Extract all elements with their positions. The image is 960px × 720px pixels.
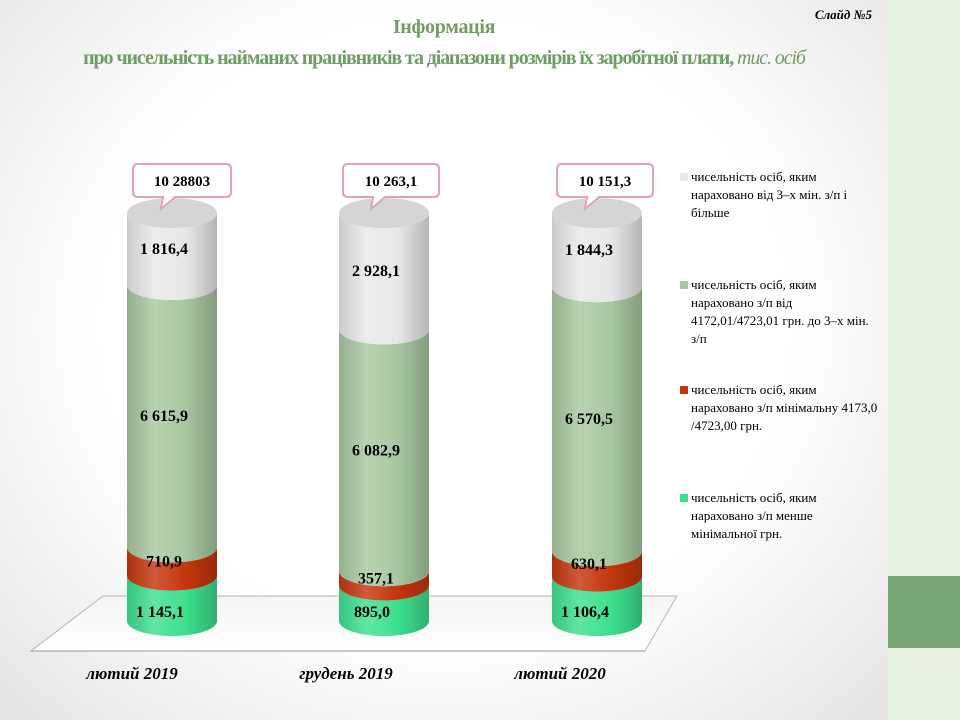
bar-1-value-three_x_plus: 1 816,4 [140,241,188,258]
legend-label-three-x-plus: чисельність осіб, яким нараховано від 3–… [691,169,848,220]
bar-3-total-label: 10 151,3 [579,174,632,190]
bar-1-total-label: 10 28803 [154,174,210,190]
bar-3: 1 106,4 630,1 6 570,5 1 844,3 [552,198,642,636]
bar-1-segment-min_to_3x [127,285,217,563]
legend-marker-three-x-plus [680,173,688,181]
legend-item-min-to-3x: чисельність осіб, яким нараховано з/п ві… [680,276,880,348]
legend-marker-minimal [680,386,688,394]
legend-label-below-min: чисельність осіб, яким нараховано з/п ме… [691,490,817,541]
x-tick-label-2: грудень 2019 [299,664,393,683]
bar-1-total-callout: 10 28803 [132,163,232,212]
bar-1-value-minimal: 710,9 [146,553,182,570]
bar-3-value-three_x_plus: 1 844,3 [565,242,613,259]
bar-1: 1 145,1 710,9 6 615,9 1 816,4 [127,198,217,636]
bar-2-top-cap [339,198,429,228]
legend-marker-min-to-3x [680,281,688,289]
bar-3-segment-min_to_3x [552,287,642,567]
x-tick-label-3: лютий 2020 [513,664,606,683]
callout-box [342,163,440,212]
x-tick-label-1: лютий 2019 [85,664,178,683]
bar-2-value-below_min: 895,0 [354,604,390,621]
stacked-cylinder-chart: 1 145,1 710,9 6 615,9 1 816,4 895,0 357,1 6 08… [29,163,678,683]
subtitle-main: про чисельність найманих працівників та … [83,47,734,69]
bar-3-value-min_to_3x: 6 570,5 [565,411,613,428]
bar-2-segment-minimal [339,571,429,601]
bar-3-total-callout: 10 151,3 [556,163,654,212]
bar-3-value-below_min: 1 106,4 [561,604,609,621]
bar-2-segment-below_min [339,585,429,636]
bar-3-segment-below_min [552,576,642,636]
side-accent-block [888,576,960,648]
bar-2-segment-min_to_3x [339,329,429,587]
bar-2: 895,0 357,1 6 082,9 2 928,1 [339,198,429,636]
legend-label-min-to-3x: чисельність осіб, яким нараховано з/п ві… [691,277,869,346]
page-title: Інформація [392,16,496,38]
bar-2-total-label: 10 263,1 [365,174,418,190]
bar-1-value-min_to_3x: 6 615,9 [140,408,188,425]
legend-marker-below-min [680,494,688,502]
bar-1-top-cap [127,198,217,228]
subtitle-unit: тис. осіб [733,47,806,69]
slide-number: Слайд №5 [814,7,872,22]
legend-label-minimal: чисельність осіб, яким нараховано з/п мі… [691,382,878,433]
bar-3-top-cap [552,198,642,228]
bar-2-total-callout: 10 263,1 [342,163,440,212]
callout-box [556,163,654,212]
bar-1-segment-minimal [127,547,217,591]
bar-2-segment-three_x_plus [339,213,429,345]
bar-3-segment-three_x_plus [552,213,642,303]
bar-2-value-min_to_3x: 6 082,9 [352,442,400,459]
callout-box [132,163,232,212]
bar-3-value-minimal: 630,1 [571,556,607,573]
bar-2-value-minimal: 357,1 [358,570,394,587]
page-subtitle: про чисельність найманих працівників та … [0,47,888,70]
bar-2-value-three_x_plus: 2 928,1 [352,263,400,280]
bar-1-value-below_min: 1 145,1 [136,604,184,621]
legend-item-three-x-plus: чисельність осіб, яким нараховано від 3–… [680,168,880,222]
bar-1-segment-three_x_plus [127,213,217,301]
bar-3-segment-minimal [552,551,642,592]
bar-1-segment-below_min [127,575,217,636]
legend-item-minimal: чисельність осіб, яким нараховано з/п мі… [680,381,880,435]
legend-item-below-min: чисельність осіб, яким нараховано з/п ме… [680,489,880,543]
